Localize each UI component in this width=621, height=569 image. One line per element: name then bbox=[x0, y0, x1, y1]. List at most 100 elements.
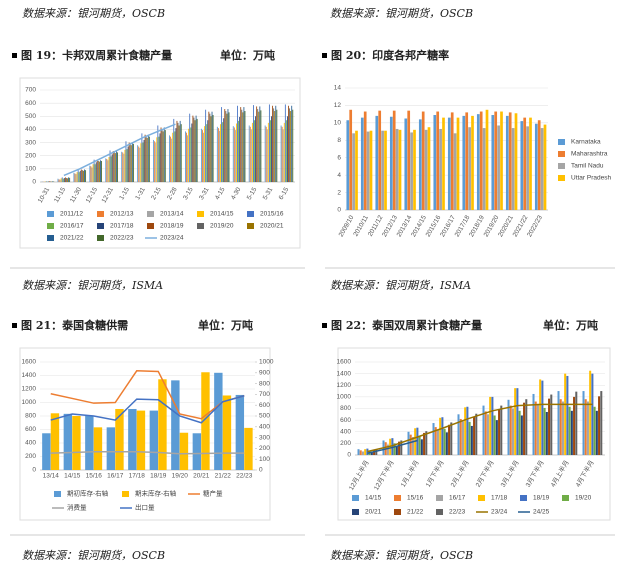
x-tick-label: 5-15 bbox=[246, 186, 259, 201]
figure-title: 图 19：卡邦双周累计食糖产量 bbox=[21, 48, 172, 62]
bar bbox=[78, 172, 80, 182]
bar bbox=[92, 164, 94, 182]
bar bbox=[442, 117, 445, 210]
bar bbox=[232, 126, 234, 182]
bar bbox=[157, 125, 159, 182]
bar bbox=[566, 375, 569, 455]
bar bbox=[462, 115, 466, 210]
x-tick-label: 2月下半月 bbox=[473, 458, 496, 488]
bar bbox=[386, 444, 389, 455]
bar bbox=[291, 105, 293, 182]
bar bbox=[149, 410, 159, 470]
bar bbox=[357, 449, 360, 455]
bar bbox=[131, 142, 133, 182]
bar bbox=[227, 109, 229, 182]
line bbox=[50, 451, 245, 455]
bar bbox=[226, 113, 228, 182]
bar bbox=[147, 134, 149, 182]
x-tick-label: 3-31 bbox=[198, 186, 211, 201]
bar bbox=[375, 115, 379, 210]
bar bbox=[93, 159, 95, 182]
bar bbox=[237, 105, 238, 182]
bar bbox=[50, 413, 60, 470]
x-tick-label: 4月上半月 bbox=[548, 458, 571, 488]
bar bbox=[81, 170, 83, 182]
bar bbox=[172, 132, 174, 182]
figure-title: 图 20：印度各邦产糖率 bbox=[331, 48, 449, 62]
bar bbox=[436, 429, 439, 455]
bar bbox=[282, 129, 284, 182]
legend-swatch bbox=[394, 495, 401, 501]
bullet bbox=[322, 323, 327, 328]
bar bbox=[495, 420, 498, 455]
bar bbox=[64, 177, 66, 182]
y-tick-label: 1400 bbox=[337, 370, 352, 377]
bar bbox=[508, 112, 512, 210]
bar bbox=[400, 440, 403, 455]
y-tick-label: 6 bbox=[337, 154, 341, 161]
bar bbox=[570, 410, 573, 455]
bar bbox=[283, 122, 285, 182]
bar bbox=[68, 177, 70, 182]
bar bbox=[222, 395, 232, 470]
bar bbox=[447, 117, 451, 210]
bar bbox=[190, 127, 192, 182]
bar bbox=[373, 450, 376, 455]
y-tick-label: 200 bbox=[340, 440, 351, 447]
bar bbox=[44, 181, 46, 182]
bar bbox=[507, 399, 510, 455]
bar bbox=[395, 128, 399, 210]
bar bbox=[459, 418, 462, 455]
bar bbox=[536, 403, 539, 455]
bar bbox=[109, 150, 111, 182]
bar bbox=[111, 154, 113, 182]
y-tick-label: 8 bbox=[337, 137, 341, 144]
bar bbox=[384, 130, 387, 210]
y-tick-label: 600 bbox=[25, 100, 36, 107]
bar bbox=[106, 159, 108, 182]
x-tick-label: 3月下半月 bbox=[523, 458, 546, 488]
source: 数据来源：银河期货，OSCB bbox=[330, 549, 473, 562]
bar bbox=[127, 146, 129, 182]
bar bbox=[416, 427, 419, 455]
x-tick-label: 17/18 bbox=[129, 473, 146, 480]
bar bbox=[236, 123, 237, 182]
bar bbox=[217, 128, 219, 182]
bar bbox=[212, 114, 214, 182]
bar bbox=[595, 410, 598, 455]
legend-label: 24/25 bbox=[533, 509, 550, 516]
bar bbox=[265, 126, 267, 182]
bar bbox=[200, 128, 202, 182]
y-tick-label: 14 bbox=[334, 85, 342, 92]
bar bbox=[591, 373, 594, 455]
bar bbox=[427, 127, 431, 210]
bar bbox=[115, 408, 124, 470]
bar bbox=[273, 108, 275, 182]
y-tick-label: 400 bbox=[25, 440, 36, 447]
figure-title: 图 22：泰国双周累计食糖产量 bbox=[331, 318, 482, 332]
bar bbox=[466, 406, 469, 455]
bar bbox=[486, 414, 489, 455]
bar bbox=[274, 111, 276, 182]
bar bbox=[359, 450, 362, 455]
bar bbox=[66, 178, 67, 182]
bar bbox=[108, 157, 110, 182]
bar bbox=[45, 181, 47, 182]
legend-swatch bbox=[197, 211, 204, 217]
bar bbox=[586, 401, 589, 455]
bar bbox=[407, 110, 411, 210]
bar bbox=[251, 122, 253, 182]
bar bbox=[202, 130, 203, 182]
figure-unit: 单位：万吨 bbox=[198, 318, 253, 332]
bar bbox=[193, 117, 195, 182]
x-tick-label: 4月下半月 bbox=[573, 458, 596, 488]
bar bbox=[76, 172, 78, 182]
y2-tick-label: 500 bbox=[259, 413, 270, 420]
bar bbox=[100, 160, 101, 182]
bar bbox=[158, 136, 160, 182]
bar bbox=[156, 137, 158, 182]
x-tick-label: 12-31 bbox=[101, 186, 116, 204]
bar bbox=[224, 109, 226, 182]
bar bbox=[468, 421, 471, 455]
